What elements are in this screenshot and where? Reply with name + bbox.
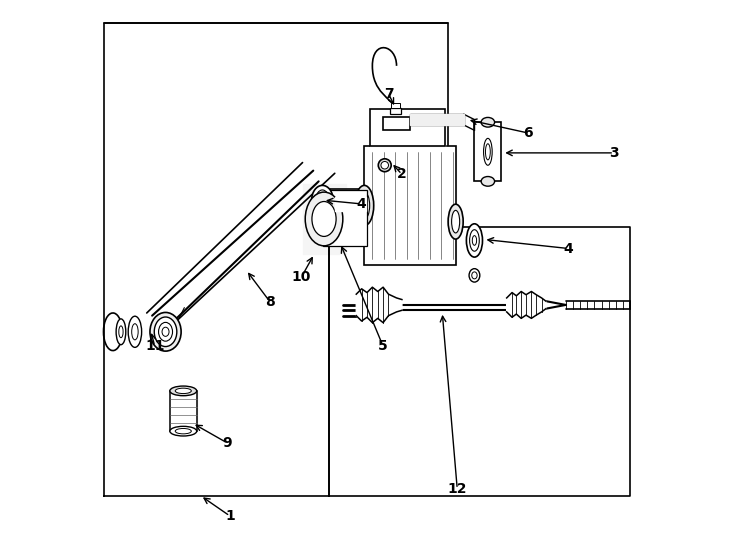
Polygon shape: [506, 292, 546, 319]
Circle shape: [381, 161, 388, 169]
Bar: [364, 146, 456, 265]
Ellipse shape: [355, 185, 374, 226]
Ellipse shape: [175, 428, 192, 434]
Ellipse shape: [159, 322, 172, 341]
Ellipse shape: [359, 192, 370, 219]
Bar: [170, 391, 197, 431]
Ellipse shape: [119, 326, 123, 338]
Ellipse shape: [312, 201, 336, 237]
Polygon shape: [474, 122, 501, 181]
Polygon shape: [323, 191, 367, 246]
Text: 7: 7: [384, 87, 393, 101]
Text: 8: 8: [266, 295, 275, 309]
Polygon shape: [410, 114, 464, 125]
Ellipse shape: [305, 192, 343, 246]
Bar: [474, 122, 501, 181]
Polygon shape: [302, 184, 346, 254]
Bar: [474, 122, 501, 181]
Text: 11: 11: [145, 339, 164, 353]
Ellipse shape: [170, 427, 197, 436]
Ellipse shape: [482, 117, 495, 127]
Ellipse shape: [466, 224, 482, 257]
Bar: [390, 108, 401, 114]
Bar: [410, 114, 464, 125]
Ellipse shape: [448, 204, 463, 239]
Bar: [390, 104, 400, 108]
Ellipse shape: [312, 185, 333, 215]
Ellipse shape: [162, 327, 169, 336]
Polygon shape: [370, 109, 445, 146]
Text: 9: 9: [222, 436, 232, 450]
Text: 10: 10: [292, 270, 311, 284]
Text: 4: 4: [564, 241, 573, 255]
Polygon shape: [335, 198, 366, 211]
Ellipse shape: [128, 316, 142, 347]
Ellipse shape: [154, 317, 177, 347]
Ellipse shape: [335, 204, 356, 234]
Ellipse shape: [175, 388, 192, 394]
Ellipse shape: [170, 386, 197, 396]
Ellipse shape: [469, 269, 480, 282]
Ellipse shape: [472, 235, 476, 245]
Ellipse shape: [319, 195, 326, 205]
Ellipse shape: [472, 272, 477, 279]
Circle shape: [378, 159, 391, 172]
Text: 6: 6: [523, 126, 533, 140]
Bar: [370, 109, 445, 146]
Ellipse shape: [150, 313, 181, 351]
Ellipse shape: [482, 177, 495, 186]
Polygon shape: [364, 146, 456, 265]
Text: 4: 4: [357, 197, 366, 211]
Text: 5: 5: [378, 339, 388, 353]
Bar: [383, 117, 410, 130]
Polygon shape: [147, 313, 174, 323]
Ellipse shape: [470, 230, 479, 251]
Ellipse shape: [484, 138, 493, 165]
Ellipse shape: [341, 212, 350, 226]
Text: 3: 3: [609, 146, 619, 160]
Ellipse shape: [325, 195, 366, 243]
Ellipse shape: [316, 190, 329, 211]
Text: 1: 1: [225, 509, 235, 523]
Ellipse shape: [116, 319, 126, 345]
Polygon shape: [170, 391, 197, 431]
Text: 2: 2: [397, 167, 407, 181]
Bar: [323, 191, 367, 246]
Ellipse shape: [482, 134, 494, 169]
Ellipse shape: [485, 144, 490, 160]
Ellipse shape: [131, 323, 138, 340]
Polygon shape: [147, 163, 335, 323]
Polygon shape: [356, 287, 402, 322]
Ellipse shape: [451, 211, 459, 233]
Text: 12: 12: [448, 482, 467, 496]
